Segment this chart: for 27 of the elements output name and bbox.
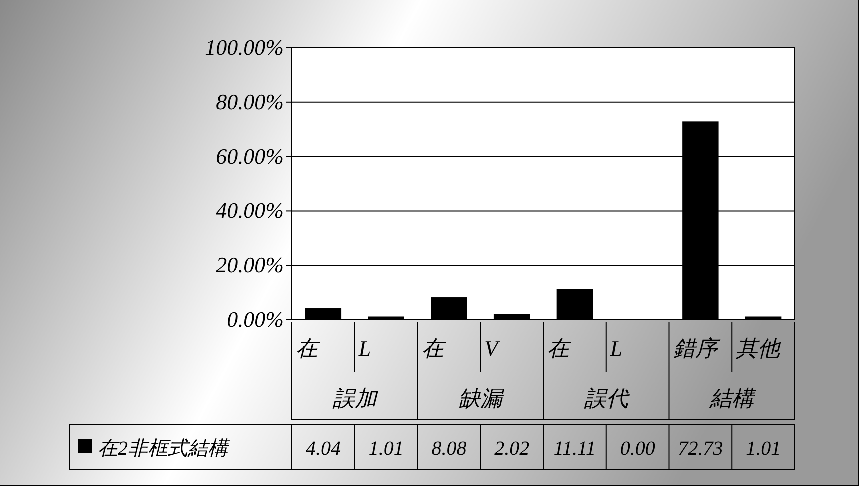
x-tick-label: L <box>609 336 623 361</box>
x-tick-label: 在 <box>296 336 321 361</box>
y-tick-label: 20.00% <box>216 252 284 278</box>
y-tick-label: 100.00% <box>205 35 284 60</box>
x-tick-label: 其他 <box>736 336 782 361</box>
text: 誤代 <box>583 386 630 411</box>
data-label: 4.04 <box>306 438 341 460</box>
x-tick-label: 在 <box>422 336 447 361</box>
data-label: 72.73 <box>678 438 724 460</box>
x-tick-label: 錯序 <box>673 336 722 361</box>
data-label: 1.01 <box>746 438 782 460</box>
y-tick-label: 60.00% <box>216 144 284 169</box>
legend-label: 在2非框式結構 <box>98 438 230 460</box>
y-tick-label: 80.00% <box>216 89 284 114</box>
x-tick-label: 在 <box>548 336 572 361</box>
text: 結構 <box>709 386 758 411</box>
x-tick-label: V <box>484 336 501 361</box>
text: 缺漏 <box>458 386 506 411</box>
y-tick-label: 40.00% <box>216 198 284 224</box>
y-tick-label: 0.00% <box>227 307 284 332</box>
data-label: 1.01 <box>368 438 404 460</box>
data-label: 8.08 <box>432 438 467 460</box>
data-label: 0.00 <box>620 438 656 460</box>
data-label: 2.02 <box>494 438 530 460</box>
data-label: 11.11 <box>554 438 596 460</box>
text: 誤加 <box>332 386 379 411</box>
x-tick-label: L <box>358 336 372 361</box>
